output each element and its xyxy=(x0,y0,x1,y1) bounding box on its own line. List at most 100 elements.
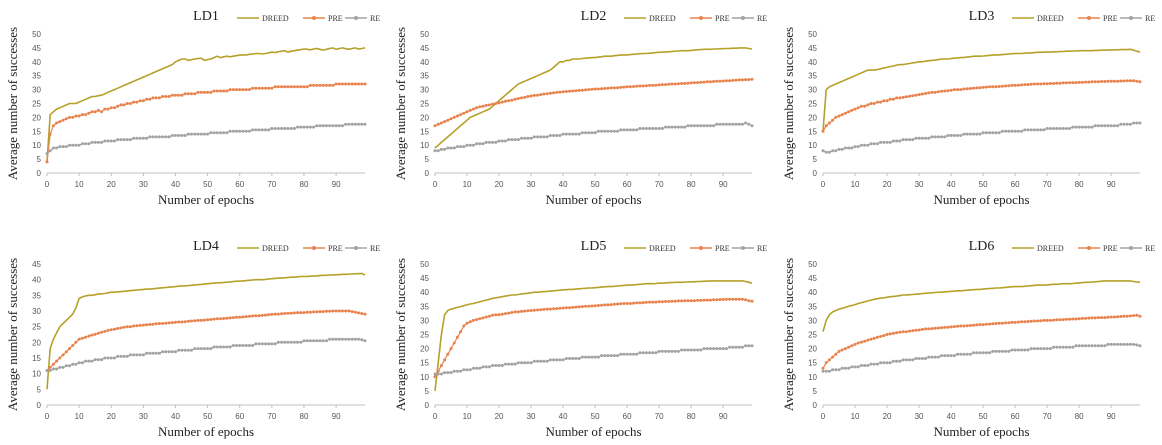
data-point-pre xyxy=(302,311,306,315)
data-point-pre xyxy=(648,83,651,87)
data-point-re xyxy=(837,147,841,151)
data-point-re xyxy=(1096,124,1100,128)
data-point-pre xyxy=(536,93,539,97)
data-point-pre xyxy=(337,309,341,313)
data-point-pre xyxy=(940,89,943,93)
data-point-pre xyxy=(523,309,527,313)
data-point-re xyxy=(744,121,748,125)
data-point-re xyxy=(231,344,235,347)
data-point-pre xyxy=(911,94,915,98)
data-point-pre xyxy=(895,96,899,100)
data-point-re xyxy=(571,132,575,136)
data-point-re xyxy=(529,361,533,365)
series-line-re xyxy=(435,122,753,152)
data-point-pre xyxy=(625,302,629,305)
data-point-pre xyxy=(561,90,565,94)
data-point-pre xyxy=(673,82,677,86)
data-point-pre xyxy=(119,326,123,330)
data-point-pre xyxy=(920,327,924,331)
data-point-re xyxy=(1080,344,1084,348)
data-point-re xyxy=(981,131,985,135)
data-point-pre xyxy=(1042,318,1046,322)
data-point-pre xyxy=(331,83,335,87)
data-point-re xyxy=(654,127,658,130)
data-point-re xyxy=(737,122,741,126)
data-point-re xyxy=(670,349,674,353)
data-point-re xyxy=(251,344,255,347)
data-point-pre xyxy=(638,84,642,88)
data-point-re xyxy=(484,140,488,144)
data-point-pre xyxy=(644,84,648,88)
data-point-pre xyxy=(1071,317,1075,321)
data-point-pre xyxy=(641,84,645,88)
data-point-pre xyxy=(1061,318,1065,322)
data-point-re xyxy=(994,349,998,353)
data-point-pre xyxy=(1039,82,1043,86)
data-point-pre xyxy=(1026,320,1030,323)
data-point-re xyxy=(542,135,546,139)
data-point-re xyxy=(1106,124,1110,128)
data-point-pre xyxy=(542,307,546,311)
data-point-pre xyxy=(273,85,277,89)
data-point-pre xyxy=(936,90,940,94)
data-point-pre xyxy=(516,310,520,314)
data-point-re xyxy=(644,351,648,355)
data-point-re xyxy=(962,132,966,136)
chart-panel-3: LD3 0 5 10 15 20 25 30 35 40 45 50 0 10 20 30 40 50 60 70 80… xyxy=(781,9,1155,207)
data-point-re xyxy=(731,345,735,349)
data-point-pre xyxy=(580,305,584,309)
data-point-pre xyxy=(705,80,709,84)
data-point-pre xyxy=(920,92,924,96)
data-point-re xyxy=(1039,347,1043,351)
y-axis-label: Average number of successes xyxy=(781,258,796,411)
data-point-re xyxy=(619,128,623,132)
data-point-pre xyxy=(1004,321,1007,325)
data-point-re xyxy=(1064,345,1068,349)
data-point-pre xyxy=(1077,80,1081,84)
data-point-pre xyxy=(344,309,348,313)
data-point-re xyxy=(831,368,835,372)
data-point-pre xyxy=(462,324,466,328)
data-point-pre xyxy=(433,124,437,128)
data-point-pre xyxy=(219,317,222,321)
data-point-pre xyxy=(526,95,530,98)
data-point-pre xyxy=(283,312,287,315)
data-point-pre xyxy=(991,85,995,89)
data-point-re xyxy=(96,140,100,144)
data-point-re xyxy=(341,124,344,128)
data-point-re xyxy=(244,344,248,347)
data-point-re xyxy=(292,127,296,130)
y-tick-label: 20 xyxy=(808,345,817,354)
x-tick-label: 60 xyxy=(235,180,244,189)
data-point-re xyxy=(244,129,248,133)
data-point-pre xyxy=(632,85,635,88)
data-point-re xyxy=(724,122,728,126)
data-point-re xyxy=(651,127,655,130)
data-point-pre xyxy=(1119,79,1123,83)
data-point-re xyxy=(898,139,902,143)
x-tick-label: 90 xyxy=(1107,180,1116,189)
data-point-pre xyxy=(96,108,100,112)
data-point-re xyxy=(449,146,453,150)
data-point-pre xyxy=(616,302,619,306)
data-point-re xyxy=(286,127,290,130)
data-point-pre xyxy=(1045,318,1049,322)
data-point-re xyxy=(443,371,447,375)
x-tick-label: 40 xyxy=(947,412,956,421)
data-point-pre xyxy=(1007,84,1011,88)
data-point-pre xyxy=(190,319,193,323)
data-point-pre xyxy=(135,324,139,328)
data-point-re xyxy=(692,348,696,352)
data-point-pre xyxy=(452,341,456,345)
data-point-re xyxy=(689,348,693,352)
data-point-pre xyxy=(740,78,744,82)
x-axis-label: Number of epochs xyxy=(933,192,1029,207)
data-point-re xyxy=(1007,349,1011,353)
x-tick-label: 10 xyxy=(463,180,472,189)
y-tick-label: 20 xyxy=(32,338,41,347)
x-tick-label: 10 xyxy=(851,412,860,421)
data-point-re xyxy=(914,357,918,360)
data-point-re xyxy=(151,351,155,355)
data-point-pre xyxy=(500,312,504,316)
data-point-re xyxy=(612,354,616,358)
